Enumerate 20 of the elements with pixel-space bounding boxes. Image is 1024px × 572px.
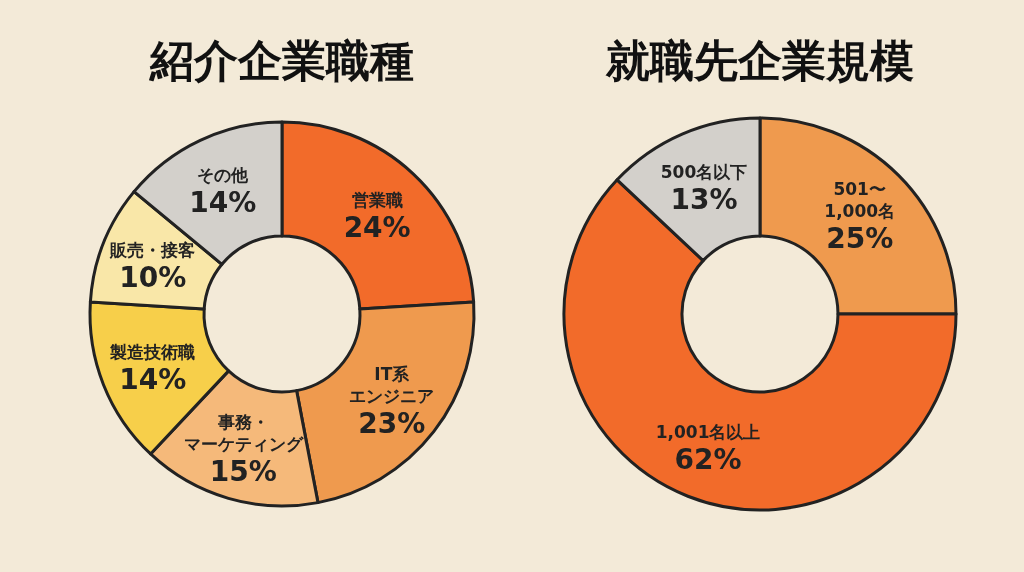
data-label: 23% [358,407,426,441]
data-label: 25% [826,222,894,256]
chart-title: 紹介企業職種 [148,35,414,86]
chart-title: 就職先企業規模 [605,35,914,86]
data-label: 62% [674,443,742,477]
slice-label: その他 [197,165,250,186]
data-label: 24% [343,210,411,244]
data-label: 13% [670,182,738,216]
data-label: 14% [119,363,187,397]
slice-label: 501〜1,000名 [824,179,896,222]
slice-label: 営業職 [351,189,403,210]
slice-label: 事務・マーケティング [183,412,304,455]
slice-label: 1,001名以上 [655,422,761,443]
data-label: 10% [119,260,187,294]
slice-label: 製造技術職 [109,342,196,363]
slice-label: IT系エンジニア [349,364,435,407]
slice-label: 販売・接客 [109,239,196,260]
data-label: 15% [209,455,277,489]
data-label: 14% [189,186,257,220]
slice-label: 500名以下 [660,161,748,182]
